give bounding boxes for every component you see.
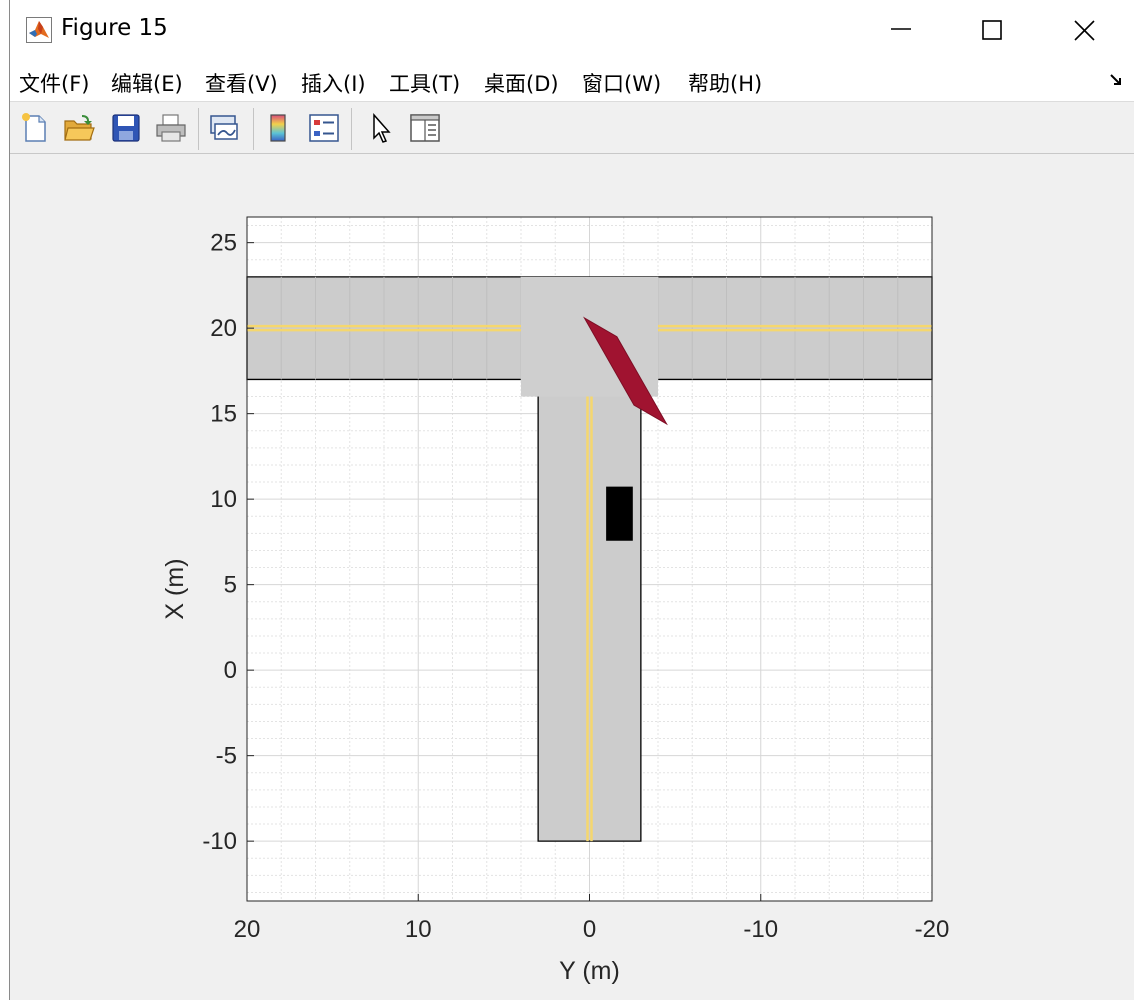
menu-file[interactable]: 文件(F) [19, 72, 90, 96]
link-plot-icon[interactable] [207, 111, 241, 145]
toolbar-separator [351, 108, 352, 150]
minimize-button[interactable] [877, 12, 923, 48]
y-tick-label: -5 [216, 743, 237, 770]
close-icon [1074, 20, 1095, 41]
insert-colorbar-icon[interactable] [262, 111, 296, 145]
minimize-icon [891, 28, 911, 30]
menu-edit[interactable]: 编辑(E) [111, 72, 183, 96]
plot-area: 20 10 0 -10 -20 -10 -5 0 5 10 15 20 25 Y (m) X (m) [10, 154, 1134, 1000]
window-title: Figure 15 [61, 15, 168, 41]
black-vehicle [606, 486, 633, 541]
close-button[interactable] [1060, 12, 1106, 48]
menu-view[interactable]: 查看(V) [205, 72, 278, 96]
menu-help[interactable]: 帮助(H) [688, 72, 763, 96]
y-tick-label: 15 [210, 401, 237, 428]
y-tick-label: 20 [210, 315, 237, 342]
x-tick-label: -10 [743, 916, 778, 943]
maximize-button[interactable] [968, 12, 1014, 48]
x-axis-label: Y (m) [559, 957, 620, 985]
x-tick-label: 20 [234, 916, 261, 943]
dock-arrow-icon[interactable] [1108, 72, 1124, 88]
menu-tools[interactable]: 工具(T) [389, 72, 461, 96]
figure-window: Figure 15 文件(F) 编辑(E) 查看(V) 插入(I) 工具(T) … [9, 0, 1134, 1000]
menu-bar: 文件(F) 编辑(E) 查看(V) 插入(I) 工具(T) 桌面(D) 窗口(W… [10, 60, 1134, 102]
figure-toolbar [10, 102, 1134, 154]
print-icon[interactable] [154, 111, 188, 145]
scenario-plot[interactable]: 20 10 0 -10 -20 -10 -5 0 5 10 15 20 25 Y (m) X (m) [10, 154, 1134, 1000]
y-tick-label: -10 [202, 828, 237, 855]
matlab-logo-icon [26, 17, 52, 43]
y-tick-label: 0 [224, 657, 237, 684]
menu-desktop[interactable]: 桌面(D) [484, 72, 559, 96]
x-tick-label: 10 [405, 916, 432, 943]
new-figure-icon[interactable] [18, 111, 52, 145]
menu-window[interactable]: 窗口(W) [582, 72, 662, 96]
open-file-icon[interactable] [62, 111, 96, 145]
x-tick-label: 0 [583, 916, 596, 943]
y-axis-label: X (m) [161, 558, 189, 619]
edit-plot-pointer-icon[interactable] [365, 111, 399, 145]
toolbar-separator [253, 108, 254, 150]
y-tick-label: 10 [210, 486, 237, 513]
title-bar: Figure 15 [10, 0, 1134, 60]
insert-legend-icon[interactable] [307, 111, 341, 145]
property-inspector-icon[interactable] [408, 111, 442, 145]
toolbar-separator [198, 108, 199, 150]
y-tick-label: 25 [210, 230, 237, 257]
save-icon[interactable] [109, 111, 143, 145]
x-tick-label: -20 [915, 916, 950, 943]
maximize-icon [982, 20, 1002, 40]
menu-insert[interactable]: 插入(I) [301, 72, 366, 96]
red-vehicle [583, 316, 668, 426]
y-tick-label: 5 [224, 572, 237, 599]
